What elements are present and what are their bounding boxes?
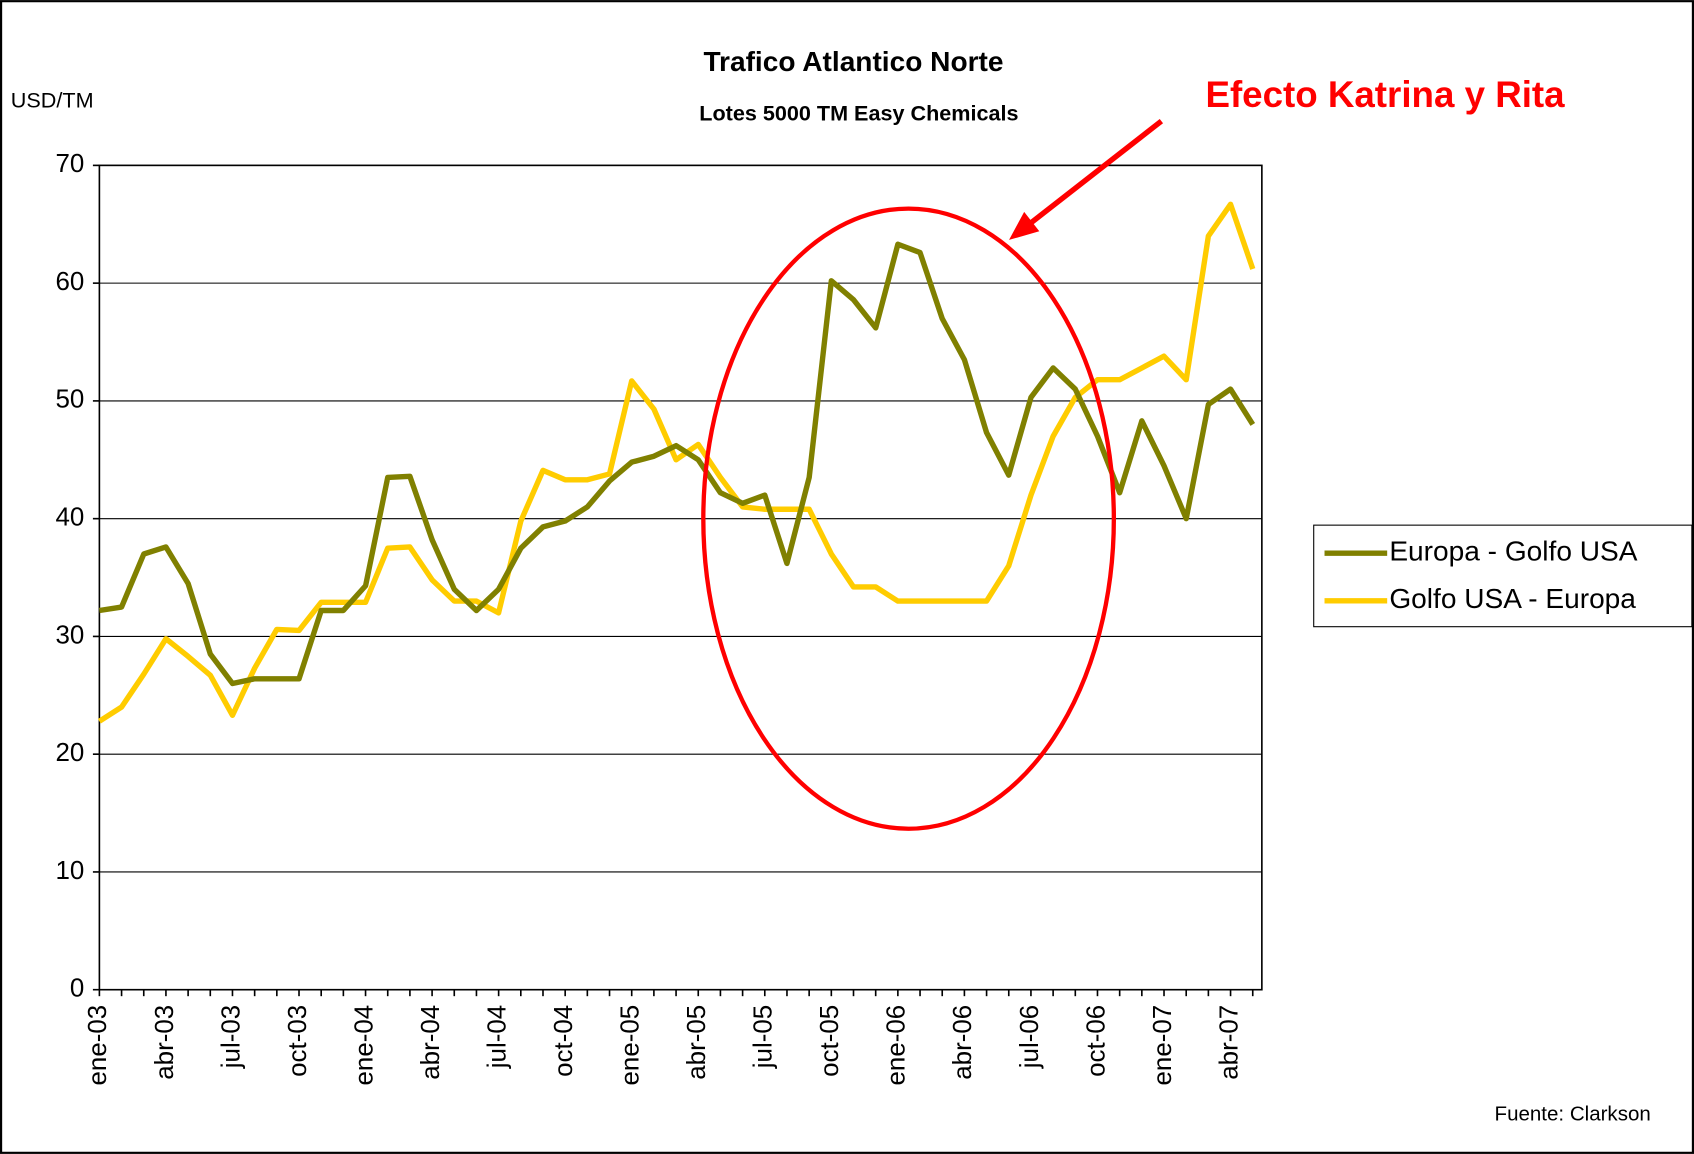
x-tick-label: oct-05	[816, 1005, 844, 1077]
y-axis-label: USD/TM	[11, 87, 94, 112]
chart-title: Trafico Atlantico Norte	[703, 46, 1003, 77]
x-tick-label: ene-06	[883, 1005, 911, 1086]
x-tick-label: abr-03	[151, 1005, 179, 1080]
legend-label: Golfo USA - Europa	[1389, 583, 1636, 614]
y-tick-label: 60	[55, 268, 84, 296]
y-tick-label: 30	[55, 621, 84, 649]
x-tick-label: ene-05	[617, 1005, 645, 1086]
y-tick-label: 20	[55, 739, 84, 767]
chart-subtitle: Lotes 5000 TM Easy Chemicals	[699, 100, 1018, 125]
annotation-arrow-head	[1009, 211, 1040, 240]
y-tick-label: 50	[55, 386, 84, 414]
plot: 0 10 20 30 40 50 60 70 ene-03 abr-03 jul-03 oct-03 e…	[55, 150, 1693, 1086]
x-tick-label: ene-04	[350, 1005, 378, 1086]
x-tick-label: oct-06	[1082, 1005, 1110, 1077]
x-tick-label: ene-03	[84, 1005, 112, 1086]
x-tick-label: jul-04	[483, 1005, 511, 1069]
annotation-arrow	[1026, 118, 1164, 227]
y-tick-label: 10	[55, 857, 84, 885]
plot-frame	[98, 164, 1263, 991]
x-tick-label: jul-06	[1016, 1005, 1044, 1069]
source: Fuente: Clarkson	[1495, 1102, 1651, 1125]
x-tick-label: abr-05	[683, 1005, 711, 1080]
x-tick-label: jul-05	[750, 1005, 778, 1069]
x-tick-label: abr-04	[417, 1005, 445, 1080]
highlight-circle	[701, 206, 1117, 831]
x-tick-label: jul-03	[217, 1005, 245, 1069]
series-line	[97, 201, 1256, 724]
x-tick-label: abr-07	[1215, 1005, 1243, 1080]
series-line	[98, 241, 1256, 687]
legend-label: Europa - Golfo USA	[1389, 536, 1637, 567]
x-tick-label: abr-06	[949, 1005, 977, 1080]
y-tick-label: 70	[55, 150, 84, 178]
x-tick-label: oct-04	[550, 1005, 578, 1077]
annotation: Efecto Katrina y Rita	[1205, 74, 1565, 115]
legend-box	[1313, 524, 1693, 628]
x-tick-label: ene-07	[1149, 1005, 1177, 1086]
y-tick-label: 40	[55, 504, 84, 532]
x-tick-label: oct-03	[284, 1005, 312, 1077]
y-tick-label: 0	[70, 975, 84, 1003]
